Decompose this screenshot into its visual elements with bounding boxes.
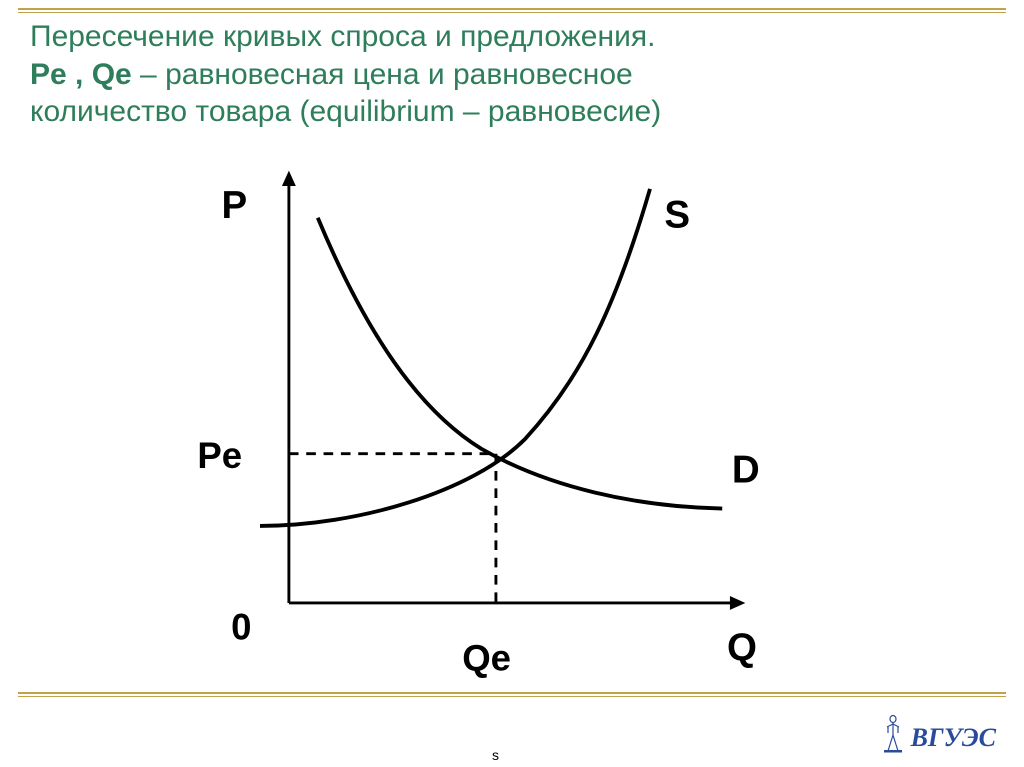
slide: Пересечение кривых спроса и предложения.… xyxy=(0,0,1024,767)
label-qe: Qe xyxy=(462,637,511,678)
label-s: S xyxy=(664,193,690,236)
equilibrium-guides xyxy=(289,454,496,603)
rule-top-thick xyxy=(18,8,1006,10)
x-axis-arrow xyxy=(730,596,745,610)
logo-text: ВГУЭС xyxy=(911,723,996,753)
label-pe: Pe xyxy=(197,435,242,476)
title-line-2: Pe , Qe – равновесная цена и равновесное xyxy=(30,56,990,94)
chart-svg: P S D Pe 0 Qe Q xyxy=(170,160,870,680)
demand-curve xyxy=(318,218,722,509)
rule-top-thin xyxy=(18,12,1006,13)
supply-curve xyxy=(260,189,650,526)
title-bold-span: Pe , Qe xyxy=(30,58,132,91)
equilibrium-chart: P S D Pe 0 Qe Q xyxy=(170,160,870,680)
logo-icon xyxy=(881,713,905,753)
slide-title: Пересечение кривых спроса и предложения.… xyxy=(30,18,990,131)
axes xyxy=(282,171,745,610)
title-line-1: Пересечение кривых спроса и предложения. xyxy=(30,18,990,56)
label-d: D xyxy=(732,449,760,492)
title-line2-rest: – равновесная цена и равновесное xyxy=(132,58,633,91)
rule-bottom-thin xyxy=(18,696,1006,697)
y-axis-arrow xyxy=(282,171,296,186)
title-line-3: количество товара (equilibrium – равнове… xyxy=(30,93,990,131)
stray-s: s xyxy=(492,747,499,763)
label-zero: 0 xyxy=(231,607,251,648)
logo: ВГУЭС xyxy=(881,713,996,753)
label-q: Q xyxy=(727,627,757,670)
label-p: P xyxy=(221,184,247,227)
rule-bottom-thick xyxy=(18,692,1006,694)
